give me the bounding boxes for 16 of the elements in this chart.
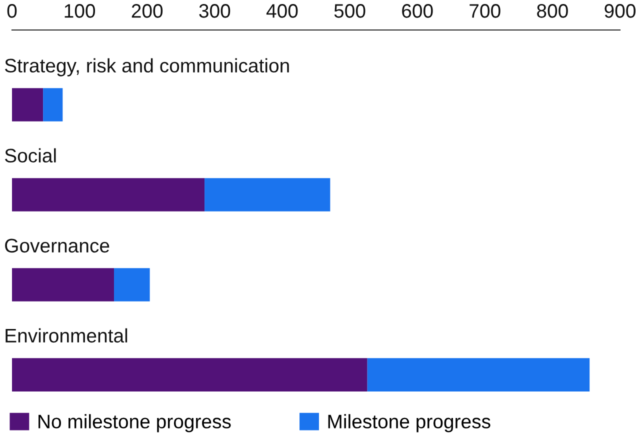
x-tick-label: 700 <box>470 4 500 18</box>
x-tick-label: 800 <box>537 4 568 18</box>
legend-label: Milestone progress <box>328 414 490 432</box>
legend-label: No milestone progress <box>38 414 231 432</box>
x-tick-label: 300 <box>199 4 230 18</box>
x-tick-label: 900 <box>604 4 636 18</box>
y-tick-label: Governance <box>5 238 110 253</box>
y-tick-label: Social <box>4 148 56 163</box>
x-tick-label: 100 <box>64 4 96 18</box>
x-tick-label: 0 <box>7 4 17 18</box>
x-tick-label: 500 <box>334 4 366 18</box>
y-tick-label: Environmental <box>6 328 128 343</box>
y-tick-label: Strategy, risk and communication <box>4 58 289 76</box>
x-tick-label: 600 <box>402 4 433 18</box>
x-tick-label: 400 <box>266 4 298 18</box>
x-tick-label: 200 <box>132 4 163 18</box>
